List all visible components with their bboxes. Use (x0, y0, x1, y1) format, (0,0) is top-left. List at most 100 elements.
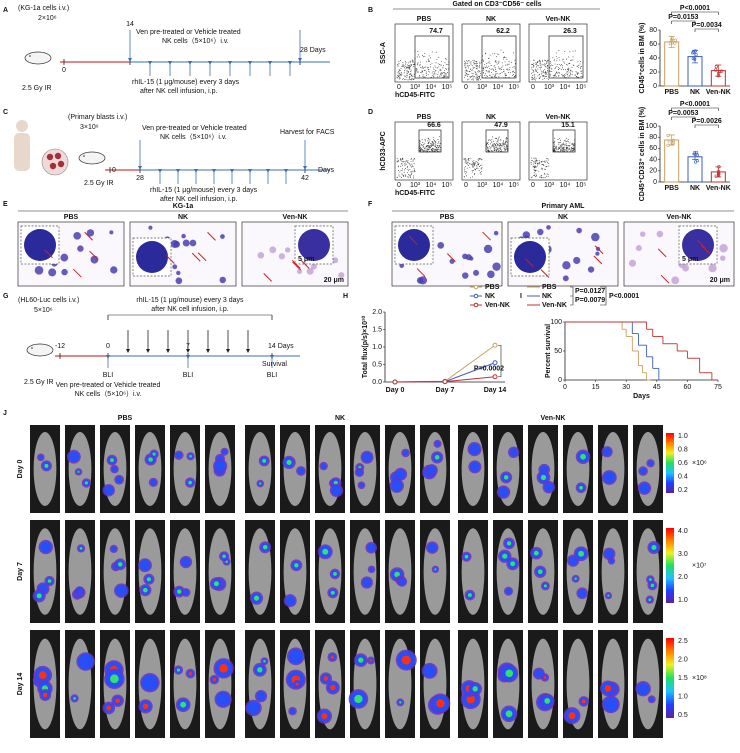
signal (434, 455, 440, 460)
event-dot (506, 137, 508, 138)
event-dot (422, 146, 424, 148)
event-dot (567, 74, 568, 75)
colorbar (666, 638, 674, 718)
event-dot (536, 169, 538, 171)
colorbar-tick: 2.5 (678, 638, 688, 645)
panel-label: F (368, 201, 373, 208)
event-dot (471, 79, 473, 81)
event-dot (498, 144, 500, 146)
event-dot (565, 143, 567, 145)
event-dot (419, 56, 421, 58)
event-dot (408, 70, 410, 72)
event-dot (473, 162, 475, 164)
significance-bracket (694, 28, 719, 32)
label: PBS (417, 114, 432, 121)
signal (398, 578, 406, 586)
event-dot (404, 61, 406, 63)
event-dot (567, 147, 569, 149)
label: NK (558, 214, 568, 221)
colorbar-tick: 2.0 (678, 656, 688, 663)
event-dot (464, 67, 466, 69)
pointer-arrow (44, 249, 53, 259)
event-dot (506, 148, 508, 149)
event-dot (501, 145, 503, 147)
event-dot (433, 73, 435, 75)
label: Gated on CD3⁻CD56⁻ cells (452, 1, 541, 8)
flow-tick: 10³ (477, 182, 488, 189)
event-dot (476, 65, 478, 67)
event-dot (476, 79, 478, 81)
event-dot (537, 75, 539, 77)
event-dot (484, 67, 486, 69)
event-dot (498, 139, 500, 141)
event-dot (471, 69, 473, 71)
event-dot (566, 150, 568, 152)
event-dot (534, 161, 536, 163)
line (394, 344, 496, 383)
event-dot (547, 174, 549, 176)
event-dot (572, 56, 574, 58)
event-dot (514, 67, 516, 69)
event-dot (497, 53, 499, 55)
event-dot (538, 73, 540, 75)
signal (321, 713, 328, 720)
event-dot (431, 145, 432, 147)
event-dot (406, 70, 408, 72)
mouse-body (208, 528, 232, 615)
cell (537, 228, 544, 236)
label: hCD45-FITC (395, 190, 435, 197)
x-tick-label: 30 (622, 384, 630, 391)
event-dot (429, 71, 431, 73)
event-dot (430, 149, 432, 151)
event-dot (542, 75, 544, 77)
blast-cell (46, 153, 54, 161)
event-dot (422, 55, 424, 56)
event-dot (437, 142, 439, 144)
event-dot (502, 140, 504, 142)
arrow-head (176, 169, 180, 173)
event-dot (497, 139, 499, 141)
event-dot (412, 78, 414, 80)
event-dot (478, 76, 480, 77)
event-dot (569, 63, 571, 65)
event-dot (431, 72, 433, 74)
event-dot (464, 70, 466, 72)
label: rhIL-15 (1 μg/mouse) every 3 days (136, 297, 244, 304)
event-dot (486, 143, 488, 145)
signal (468, 443, 481, 455)
event-dot (439, 69, 441, 71)
y-tick-label: 2.0 (372, 309, 382, 316)
zoomed-cell (298, 229, 330, 261)
event-dot (495, 147, 497, 149)
signal (649, 696, 655, 702)
event-dot (513, 70, 514, 72)
event-dot (532, 78, 534, 80)
colorbar-unit: ×10⁶ (692, 460, 707, 467)
event-dot (464, 158, 466, 159)
event-dot (553, 75, 555, 77)
label: rhIL-15 (1 μg/mouse) every 3 days (150, 187, 258, 194)
event-dot (474, 165, 476, 167)
event-dot (399, 73, 401, 75)
replicate-dot (714, 68, 718, 72)
event-dot (475, 71, 477, 73)
event-dot (478, 64, 480, 66)
event-dot (537, 162, 539, 164)
y-tick-label: 0 (653, 83, 657, 90)
mouse-icon (26, 343, 54, 357)
event-dot (506, 68, 507, 70)
event-dot (411, 158, 412, 159)
event-dot (547, 59, 549, 61)
pointer-arrow (207, 231, 216, 241)
arrow-head (270, 355, 274, 359)
event-dot (563, 148, 565, 150)
event-dot (416, 69, 418, 71)
event-dot (422, 65, 423, 67)
event-dot (425, 148, 427, 150)
event-dot (400, 170, 402, 172)
event-dot (404, 169, 406, 171)
event-dot (435, 149, 437, 151)
event-dot (420, 146, 422, 148)
event-dot (440, 69, 441, 71)
event-dot (569, 148, 571, 150)
